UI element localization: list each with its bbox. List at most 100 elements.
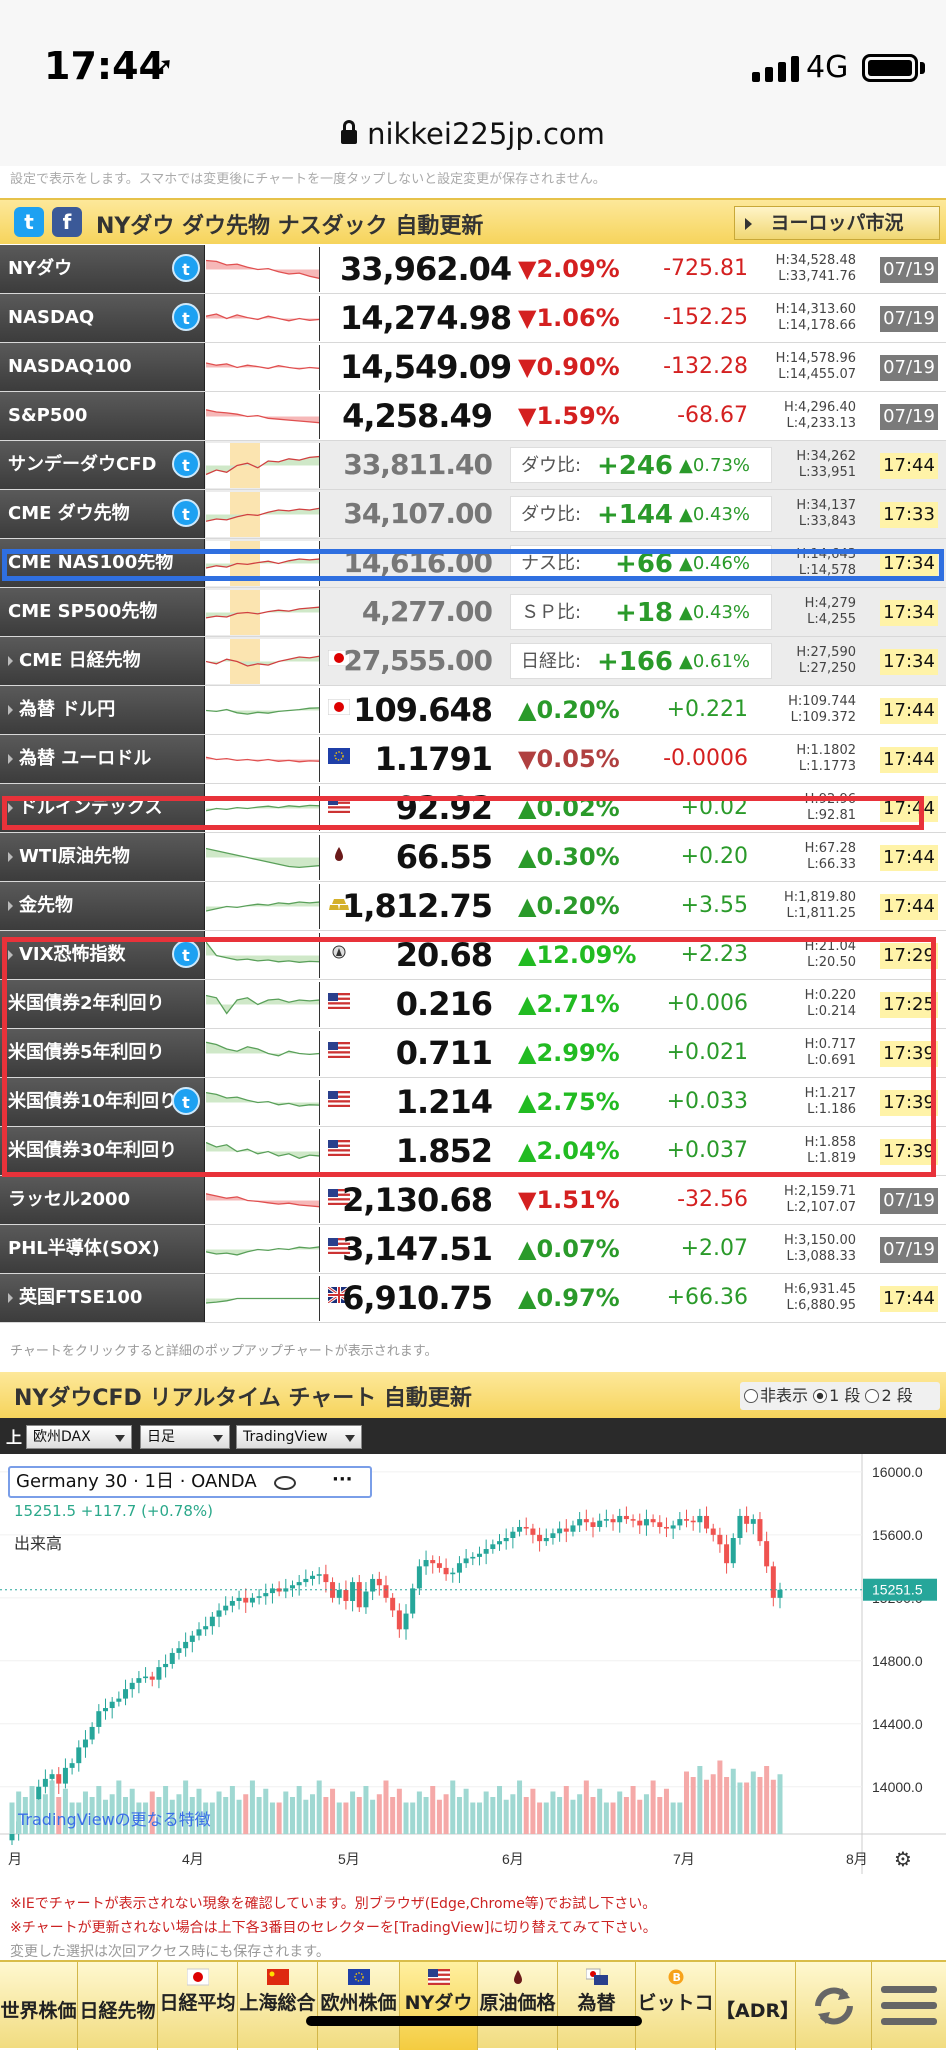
instrument-name[interactable]: PHL半導体(SOX) bbox=[0, 1225, 205, 1273]
quote-row[interactable]: PHL半導体(SOX) 3,147.51 ▲0.07% +2.07 H:3,150.00… bbox=[0, 1225, 946, 1274]
instrument-name[interactable]: 為替 ユーロドル bbox=[0, 735, 205, 783]
instrument-name[interactable]: 米国債券10年利回り bbox=[0, 1078, 205, 1126]
instrument-name[interactable]: 米国債券30年利回り bbox=[0, 1127, 205, 1175]
chart-canvas[interactable]: 16000.015600.015200.014800.014400.014000… bbox=[0, 1454, 946, 1874]
mini-chart[interactable] bbox=[206, 492, 320, 537]
mini-chart[interactable] bbox=[206, 1080, 320, 1125]
instrument-name[interactable]: 金先物 bbox=[0, 882, 205, 930]
quote-row[interactable]: 為替 ドル円 109.648 ▲0.20% +0.221 H:109.744 L:109.… bbox=[0, 686, 946, 735]
radio-2row[interactable] bbox=[865, 1389, 880, 1403]
instrument-name[interactable]: CME 日経先物 bbox=[0, 637, 205, 685]
nav-shanghai[interactable]: 上海総合 bbox=[238, 1962, 318, 2050]
instrument-name[interactable]: CME SP500先物 bbox=[0, 588, 205, 636]
mini-chart[interactable] bbox=[206, 394, 320, 439]
mini-chart[interactable] bbox=[206, 1178, 320, 1223]
quote-row[interactable]: 米国債券2年利回り 0.216 ▲2.71% +0.006 H:0.220 L:0.214… bbox=[0, 980, 946, 1029]
settings-icon[interactable]: ⚙ bbox=[894, 1847, 912, 1871]
mini-chart[interactable] bbox=[206, 1129, 320, 1174]
nav-adr[interactable]: 【ADR】 bbox=[716, 1962, 799, 2050]
nav-nikkei-avg[interactable]: 日経平均 bbox=[158, 1962, 238, 2050]
mini-chart[interactable] bbox=[206, 541, 320, 586]
facebook-share-button[interactable]: f bbox=[52, 207, 82, 237]
nav-world-stocks[interactable]: 世界株価 bbox=[0, 1962, 78, 2050]
mini-chart[interactable] bbox=[206, 296, 320, 341]
quote-row[interactable]: WTI原油先物 66.55 ▲0.30% +0.20 H:67.28 L:66.33 17:… bbox=[0, 833, 946, 882]
index-select[interactable]: 欧州DAX bbox=[26, 1425, 132, 1449]
mini-chart[interactable] bbox=[206, 737, 320, 782]
mini-chart[interactable] bbox=[206, 835, 320, 880]
instrument-name[interactable]: S&P500 bbox=[0, 392, 205, 440]
instrument-name[interactable]: ドルインデックス bbox=[0, 784, 205, 832]
quote-row[interactable]: CME 日経先物 27,555.00 日経比: +166 ▲0.61% H:27,590 L… bbox=[0, 637, 946, 686]
mini-chart[interactable] bbox=[206, 443, 320, 488]
instrument-name[interactable]: サンデーダウCFD bbox=[0, 441, 205, 489]
instrument-name[interactable]: NYダウ bbox=[0, 245, 205, 293]
instrument-name[interactable]: WTI原油先物 bbox=[0, 833, 205, 881]
quote-row[interactable]: CME SP500先物 4,277.00 ＳＰ比: +18 ▲0.43% H:4,279 L… bbox=[0, 588, 946, 637]
quote-row[interactable]: 英国FTSE100 6,910.75 ▲0.97% +66.36 H:6,931.45 L… bbox=[0, 1274, 946, 1323]
instrument-name[interactable]: 米国債券5年利回り bbox=[0, 1029, 205, 1077]
quote-row[interactable]: 為替 ユーロドル 1.1791 ▼0.05% -0.0006 H:1.1802 L:1.1… bbox=[0, 735, 946, 784]
quote-row[interactable]: CME NAS100先物 14,616.00 ナス比: +66 ▲0.46% H:14,6… bbox=[0, 539, 946, 588]
nav-oil[interactable]: 原油価格 bbox=[478, 1962, 558, 2050]
mini-chart[interactable] bbox=[206, 688, 320, 733]
tradingview-link[interactable]: TradingViewの更なる特徴 bbox=[18, 1810, 211, 1829]
quote-row[interactable]: ラッセル2000 2,130.68 ▼1.51% -32.56 H:2,159.71 L:… bbox=[0, 1176, 946, 1225]
mini-chart[interactable] bbox=[206, 982, 320, 1027]
quote-row[interactable]: ドルインデックス 92.92 ▲0.02% +0.02 H:92.96 L:92.81 17… bbox=[0, 784, 946, 833]
mini-chart[interactable] bbox=[206, 1227, 320, 1272]
nav-europe[interactable]: 欧州株価 bbox=[318, 1962, 400, 2050]
instrument-name[interactable]: 為替 ドル円 bbox=[0, 686, 205, 734]
quote-row[interactable]: 米国債券30年利回り 1.852 ▲2.04% +0.037 H:1.858 L:1.81… bbox=[0, 1127, 946, 1176]
refresh-button[interactable] bbox=[796, 1962, 872, 2050]
quote-row[interactable]: 米国債券10年利回り t 1.214 ▲2.75% +0.033 H:1.217 L:1.1… bbox=[0, 1078, 946, 1127]
quote-row[interactable]: 米国債券5年利回り 0.711 ▲2.99% +0.021 H:0.717 L:0.691… bbox=[0, 1029, 946, 1078]
instrument-name[interactable]: NASDAQ100 bbox=[0, 343, 205, 391]
mini-chart[interactable] bbox=[206, 1031, 320, 1076]
europe-market-button[interactable]: ヨーロッパ市況 bbox=[734, 206, 940, 240]
instrument-name[interactable]: CME ダウ先物 bbox=[0, 490, 205, 538]
quote-row[interactable]: NYダウ t 33,962.04 ▼2.09% -725.81 H:34,528.48 L:… bbox=[0, 245, 946, 294]
nav-nikkei-futures[interactable]: 日経先物 bbox=[78, 1962, 158, 2050]
mini-chart[interactable] bbox=[206, 786, 320, 831]
instrument-name[interactable]: 英国FTSE100 bbox=[0, 1274, 205, 1322]
mini-chart[interactable] bbox=[206, 1276, 320, 1321]
quote-row[interactable]: NASDAQ100 14,549.09 ▼0.90% -132.28 H:14,578.… bbox=[0, 343, 946, 392]
url-text[interactable]: nikkei225jp.com bbox=[367, 117, 605, 151]
period-select[interactable]: 日足 bbox=[140, 1425, 230, 1449]
eye-icon[interactable] bbox=[274, 1476, 296, 1490]
instrument-name[interactable]: CME NAS100先物 bbox=[0, 539, 205, 587]
address-bar[interactable]: nikkei225jp.com bbox=[0, 110, 946, 166]
radio-1row[interactable] bbox=[813, 1389, 828, 1403]
menu-button[interactable] bbox=[872, 1962, 946, 2050]
quote-row[interactable]: 金先物 1,812.75 ▲0.20% +3.55 H:1,819.80 L:1,811.… bbox=[0, 882, 946, 931]
quote-row[interactable]: S&P500 4,258.49 ▼1.59% -68.67 H:4,296.40 L:4,… bbox=[0, 392, 946, 441]
mini-chart[interactable] bbox=[206, 639, 320, 684]
mini-chart[interactable] bbox=[206, 933, 320, 978]
more-icon[interactable]: ··· bbox=[332, 1469, 353, 1490]
instrument-name[interactable]: NASDAQ bbox=[0, 294, 205, 342]
tradingview-chart[interactable]: 16000.015600.015200.014800.014400.014000… bbox=[0, 1454, 946, 1874]
nav-bitcoin[interactable]: B ビットコ bbox=[636, 1962, 716, 2050]
mini-chart[interactable] bbox=[206, 884, 320, 929]
quote-row[interactable]: CME ダウ先物 t 34,107.00 ダウ比: +144 ▲0.43% H:34,137… bbox=[0, 490, 946, 539]
twitter-icon[interactable]: t bbox=[172, 450, 200, 478]
radio-hide[interactable] bbox=[744, 1389, 758, 1403]
twitter-icon[interactable]: t bbox=[172, 254, 200, 282]
twitter-icon[interactable]: t bbox=[172, 303, 200, 331]
twitter-icon[interactable]: t bbox=[172, 499, 200, 527]
mini-chart[interactable] bbox=[206, 590, 320, 635]
quote-row[interactable]: NASDAQ t 14,274.98 ▼1.06% -152.25 H:14,313.60… bbox=[0, 294, 946, 343]
instrument-name[interactable]: 米国債券2年利回り bbox=[0, 980, 205, 1028]
twitter-icon[interactable]: t bbox=[172, 1087, 200, 1115]
twitter-share-button[interactable]: t bbox=[14, 207, 44, 237]
chart-legend[interactable]: Germany 30 · 1日 · OANDA ··· bbox=[8, 1466, 372, 1498]
nav-fx[interactable]: 為替 bbox=[558, 1962, 636, 2050]
mini-chart[interactable] bbox=[206, 247, 320, 292]
provider-select[interactable]: TradingView bbox=[236, 1425, 362, 1449]
twitter-icon[interactable]: t bbox=[172, 940, 200, 968]
instrument-name[interactable]: ラッセル2000 bbox=[0, 1176, 205, 1224]
nav-nydow[interactable]: NYダウ bbox=[400, 1962, 478, 2050]
quote-row[interactable]: VIX恐怖指数 t 20.68 ▲12.09% +2.23 H:21.04 L:20.50 1… bbox=[0, 931, 946, 980]
quote-row[interactable]: サンデーダウCFD t 33,811.40 ダウ比: +246 ▲0.73% H:34,26… bbox=[0, 441, 946, 490]
